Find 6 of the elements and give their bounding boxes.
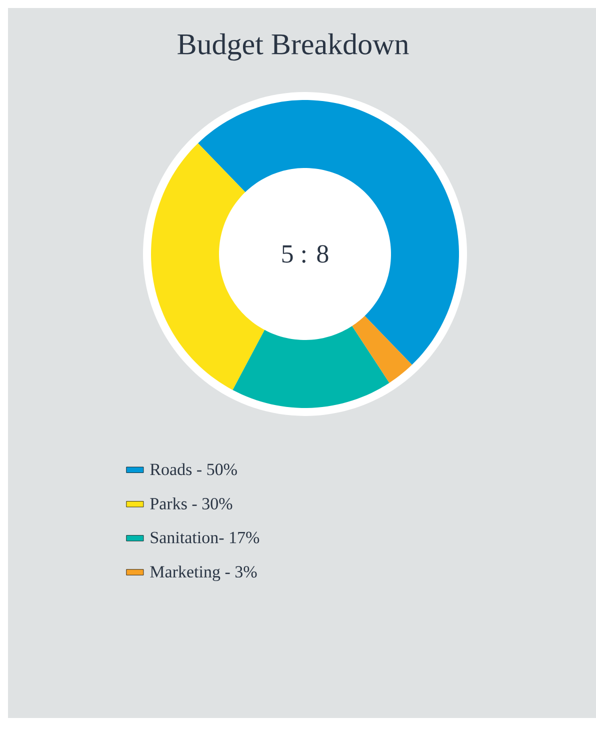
chart-title: Budget Breakdown [178,33,409,61]
legend-label: Marketing - 3% [150,566,257,582]
legend-label: Parks - 30% [150,497,232,510]
text: 5 : 8 [282,245,328,263]
legend-label: Sanitation- 17% [150,532,260,544]
legend-label: Roads - 50% [150,463,237,476]
